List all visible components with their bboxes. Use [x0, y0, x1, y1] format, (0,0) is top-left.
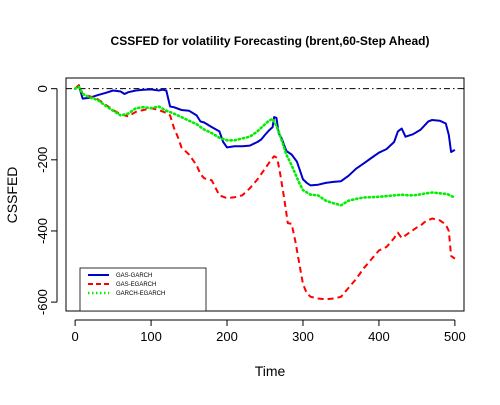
y-tick-label: -200	[35, 147, 50, 173]
x-tick-label: 200	[216, 329, 238, 344]
chart-title: CSSFED for volatility Forecasting (brent…	[111, 34, 430, 48]
x-tick-label: 0	[71, 329, 78, 344]
series-line-garch-egarch	[73, 85, 457, 207]
y-tick-label: 0	[35, 85, 50, 92]
x-axis-label: Time	[255, 363, 286, 379]
x-tick-label: 300	[292, 329, 314, 344]
x-tick-label: 400	[368, 329, 390, 344]
x-tick-label: 100	[140, 329, 162, 344]
y-tick-label: -600	[35, 289, 50, 315]
y-tick-label: -400	[35, 218, 50, 244]
legend: GAS-GARCH GAS-EGARCH GARCH-EGARCH	[79, 267, 207, 312]
series-group	[66, 84, 464, 301]
series-line-gas-egarch	[74, 84, 456, 301]
legend-label-garch-egarch: GARCH-EGARCH	[116, 291, 165, 297]
x-tick-label: 500	[444, 329, 466, 344]
axes: 0 100 200 300 400 500 0 -200 -400 -600	[35, 85, 466, 344]
series-line-gas-garch	[74, 84, 456, 187]
legend-label-gas-garch: GAS-GARCH	[116, 273, 152, 279]
y-axis-label: CSSFED	[4, 167, 20, 224]
legend-label-gas-egarch: GAS-EGARCH	[116, 282, 156, 288]
plot-frame	[65, 77, 465, 312]
